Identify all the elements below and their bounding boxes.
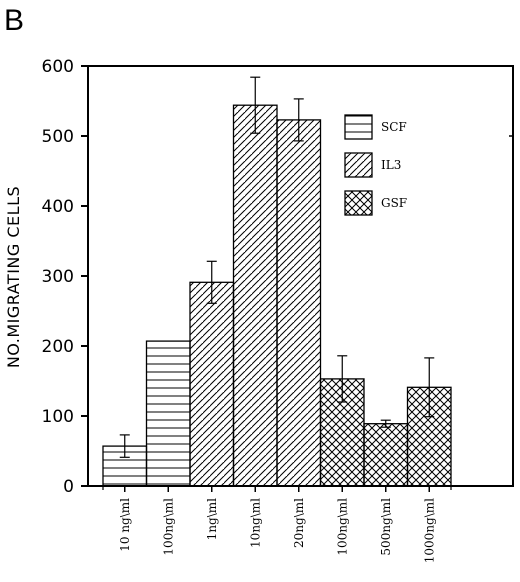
x-tick-label: 20ng\ml [292,498,306,548]
y-tick-label: 500 [42,127,74,147]
panel-label: B [4,4,24,37]
y-tick-label: 200 [42,337,74,357]
bar [145,340,191,487]
bar [276,119,322,487]
legend-label: GSF [381,196,407,210]
y-tick-label: 600 [42,57,74,77]
y-axis: 0 100 200 300 400 500 600 [42,57,513,497]
x-axis: 10 ng\ml 100ng\ml 1ng\ml 10ng\ml 20ng\ml 100n… [102,486,452,563]
legend-label: SCF [381,120,407,134]
legend: SCF IL3 GSF [344,114,407,216]
x-tick-label: 500ng\ml [379,498,393,556]
y-tick-label: 100 [42,407,74,427]
bar [232,104,278,487]
error-bars-group [119,76,435,458]
error-bar [119,434,130,458]
error-bar [424,357,435,418]
bars-group [102,104,452,487]
legend-swatch [344,190,373,216]
legend-item: IL3 [344,152,401,178]
y-tick-label: 0 [63,477,74,497]
error-bar [380,419,391,428]
legend-swatch [344,114,373,140]
x-tick-label: 10 ng\ml [118,498,132,552]
legend-swatch [344,152,373,178]
bar [363,423,409,487]
x-tick-label: 10ng\ml [248,498,262,548]
x-tick-label: 100ng\ml [161,498,175,556]
legend-label: IL3 [381,158,401,172]
error-bar [250,76,261,134]
x-tick-label: 1ng\ml [205,498,219,540]
bar [189,281,235,487]
legend-item: GSF [344,190,407,216]
x-tick-label: 100ng\ml [335,498,349,556]
y-axis-label: NO.MIGRATING CELLS [4,186,23,368]
error-bar [206,260,217,304]
y-tick-label: 400 [42,197,74,217]
error-bar [337,355,348,403]
y-tick-label: 300 [42,267,74,287]
x-tick-label: 1000ng\ml [422,498,436,563]
legend-item: SCF [344,114,407,140]
error-bar [293,98,304,142]
